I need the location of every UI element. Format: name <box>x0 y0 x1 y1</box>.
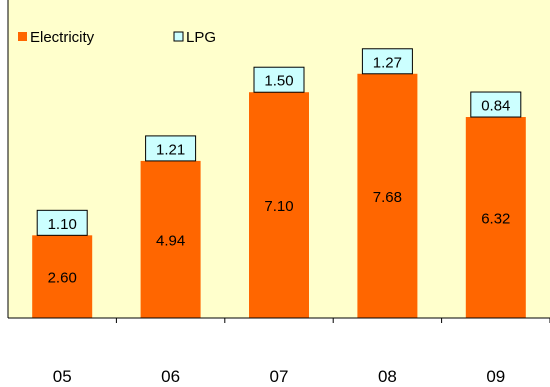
data-label-electricity-07: 7.10 <box>264 198 293 215</box>
x-tick-label-06: 06 <box>161 367 180 386</box>
data-label-electricity-06: 4.94 <box>156 232 185 249</box>
x-tick-label-09: 09 <box>486 367 505 386</box>
bar-lpg-09 <box>470 91 522 118</box>
bar-lpg-08 <box>361 48 413 75</box>
bar-electricity-05 <box>32 235 93 318</box>
bar-electricity-08 <box>357 73 418 318</box>
x-tick-labels: 05 06 07 08 09 <box>53 367 506 386</box>
x-tick-label-08: 08 <box>378 367 397 386</box>
x-tick-label-05: 05 <box>53 367 72 386</box>
data-label-lpg-09: 0.84 <box>481 98 510 115</box>
data-label-electricity-08: 7.68 <box>373 189 402 206</box>
legend-label-electricity: Electricity <box>30 29 95 46</box>
bar-electricity-09 <box>465 117 526 318</box>
bars-layer: 2.60 1.10 4.94 1.21 7.10 1.50 7.68 1.27 6.32 0.84 <box>32 48 526 318</box>
data-label-lpg-08: 1.27 <box>373 54 402 71</box>
x-axis-ticks <box>115 318 550 323</box>
x-tick-label-07: 07 <box>270 367 289 386</box>
data-label-electricity-09: 6.32 <box>481 211 510 228</box>
legend: Electricity LPG <box>18 29 216 46</box>
data-label-lpg-06: 1.21 <box>156 141 185 158</box>
bar-electricity-07 <box>249 92 309 318</box>
data-label-electricity-05: 2.60 <box>48 270 77 287</box>
legend-swatch-lpg <box>173 31 184 42</box>
bar-lpg-06 <box>145 135 197 162</box>
bar-lpg-07 <box>253 66 305 93</box>
legend-label-lpg: LPG <box>186 29 216 46</box>
bar-electricity-06 <box>140 160 201 318</box>
data-label-lpg-07: 1.50 <box>264 73 293 90</box>
data-label-lpg-05: 1.10 <box>48 216 77 233</box>
legend-swatch-electricity <box>18 32 27 41</box>
bar-lpg-05 <box>36 209 88 236</box>
